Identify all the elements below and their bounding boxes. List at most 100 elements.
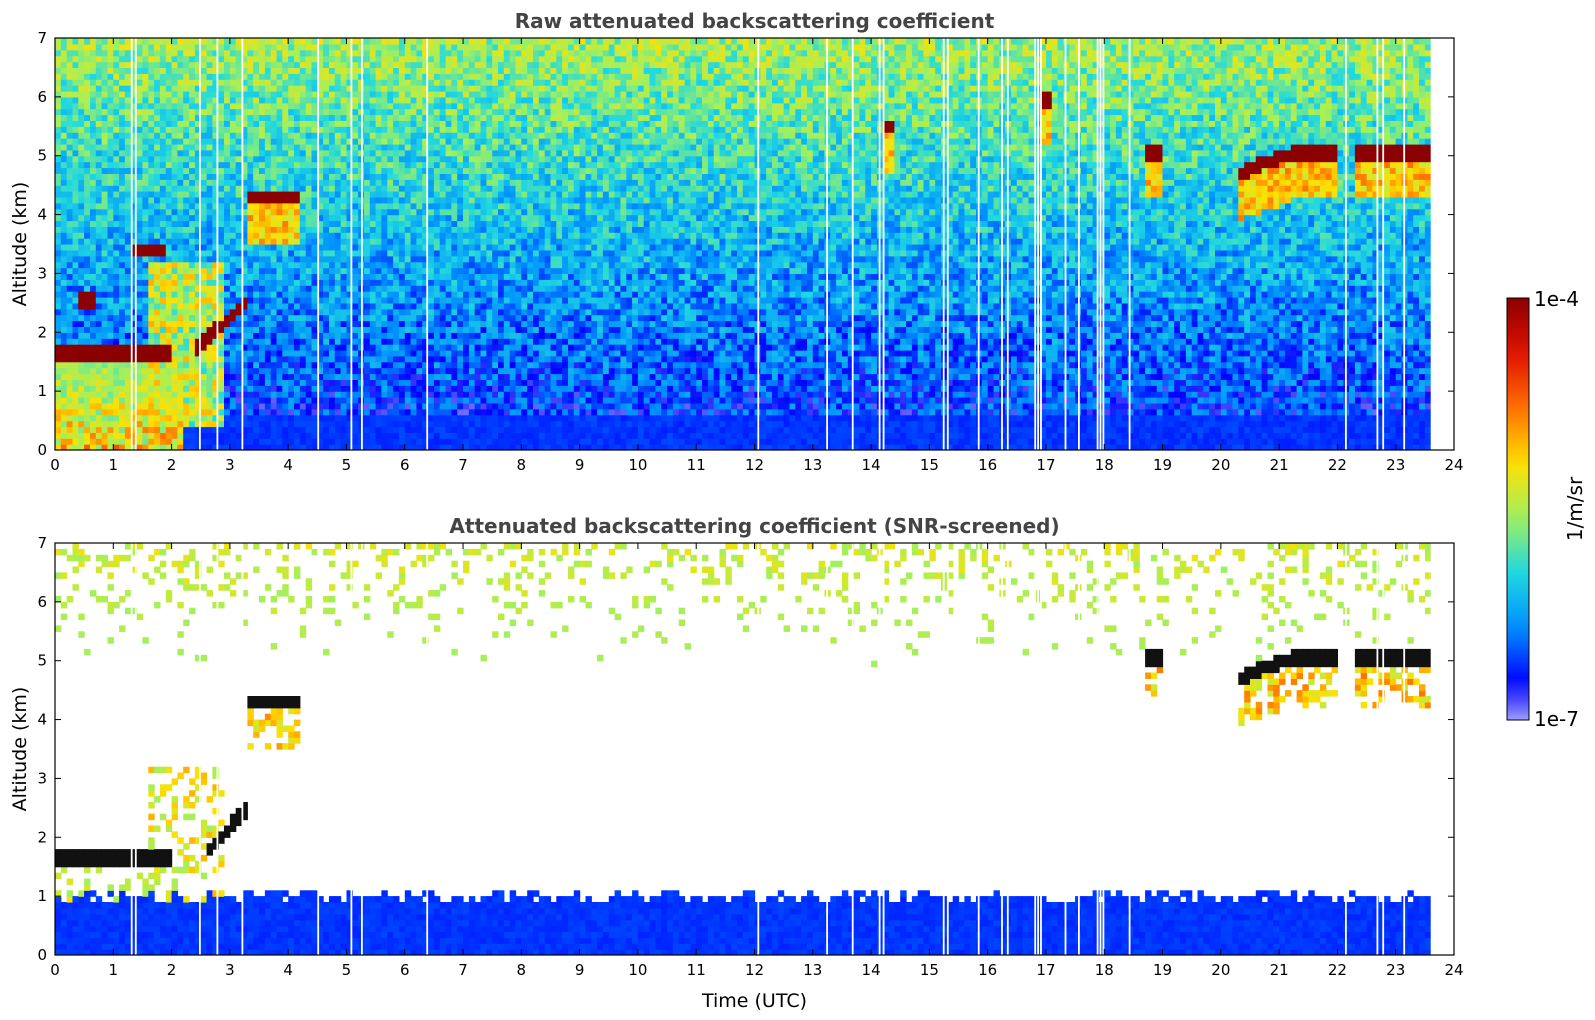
heatmap-cell xyxy=(229,349,237,357)
heatmap-cell xyxy=(451,208,458,216)
heatmap-cell xyxy=(194,408,202,416)
heatmap-cell xyxy=(194,255,202,263)
heatmap-cell xyxy=(457,73,464,80)
heatmap-cell xyxy=(95,196,103,204)
heatmap-cell xyxy=(177,232,184,239)
heatmap-cell xyxy=(416,297,423,304)
heatmap-cell xyxy=(433,79,441,86)
heatmap-cell xyxy=(218,432,225,439)
heatmap-cell xyxy=(229,426,237,433)
heatmap-cell xyxy=(445,126,452,133)
heatmap-cell xyxy=(148,220,155,227)
heatmap-cell xyxy=(177,373,184,380)
heatmap-cell xyxy=(264,79,272,86)
heatmap-cell xyxy=(451,114,458,121)
heatmap-cell xyxy=(206,67,213,74)
heatmap-cell xyxy=(282,314,289,322)
heatmap-cell xyxy=(288,149,295,157)
heatmap-cell xyxy=(451,167,458,174)
heatmap-cell xyxy=(317,238,324,245)
heatmap-cell xyxy=(218,249,225,257)
heatmap-cell xyxy=(229,367,237,375)
heatmap-cell xyxy=(398,414,406,422)
heatmap-cell xyxy=(463,355,470,363)
heatmap-cell xyxy=(259,96,266,104)
heatmap-cell xyxy=(375,314,382,322)
heatmap-cell xyxy=(60,355,68,363)
heatmap-cell xyxy=(142,161,149,169)
heatmap-cell xyxy=(445,291,452,298)
heatmap-cell xyxy=(264,267,272,274)
heatmap-cell xyxy=(288,355,295,363)
heatmap-cell xyxy=(439,196,447,204)
heatmap-cell xyxy=(363,420,371,428)
heatmap-cell xyxy=(264,167,272,174)
heatmap-cell xyxy=(247,61,254,68)
heatmap-cell xyxy=(299,314,307,322)
heatmap-cell xyxy=(200,397,208,404)
heatmap-cell xyxy=(130,391,138,398)
heatmap-cell xyxy=(55,367,62,375)
heatmap-cell xyxy=(247,326,254,333)
heatmap-cell xyxy=(363,302,371,310)
heatmap-cell xyxy=(463,432,470,439)
heatmap-cell xyxy=(171,208,178,216)
heatmap-cell xyxy=(212,308,219,316)
heatmap-cell xyxy=(463,349,470,357)
heatmap-cell xyxy=(55,249,62,257)
heatmap-cell xyxy=(154,179,161,186)
heatmap-cell xyxy=(346,261,353,269)
heatmap-cell xyxy=(66,138,74,145)
heatmap-cell xyxy=(457,67,464,74)
heatmap-cell xyxy=(288,220,295,227)
heatmap-cell xyxy=(340,244,347,251)
heatmap-cell xyxy=(416,320,423,327)
heatmap-cell xyxy=(311,320,318,327)
heatmap-cell xyxy=(235,61,243,68)
heatmap-cell xyxy=(253,367,260,375)
heatmap-cell xyxy=(422,349,429,357)
heatmap-cell xyxy=(393,385,400,392)
heatmap-cell xyxy=(119,132,126,139)
heatmap-cell xyxy=(259,138,266,145)
heatmap-cell xyxy=(130,85,138,92)
heatmap-cell xyxy=(124,302,132,310)
heatmap-cell xyxy=(95,308,103,316)
heatmap-cell xyxy=(299,326,307,333)
heatmap-cell xyxy=(136,438,143,445)
heatmap-cell xyxy=(183,55,190,63)
heatmap-cell xyxy=(352,249,359,257)
heatmap-cell xyxy=(323,167,330,174)
heatmap-cell xyxy=(101,291,108,298)
heatmap-cell xyxy=(177,432,184,439)
heatmap-cell xyxy=(130,267,138,274)
heatmap-cell xyxy=(101,349,108,357)
heatmap-cell xyxy=(90,173,97,180)
heatmap-cell xyxy=(154,167,161,174)
heatmap-cell xyxy=(253,349,260,357)
heatmap-cell xyxy=(416,214,423,222)
heatmap-cell xyxy=(264,438,272,445)
heatmap-cell xyxy=(241,408,248,416)
heatmap-cell xyxy=(323,38,330,45)
heatmap-cell xyxy=(183,91,190,98)
heatmap-cell xyxy=(136,202,143,210)
heatmap-cell xyxy=(206,373,213,380)
heatmap-cell xyxy=(398,385,406,392)
heatmap-cell xyxy=(154,344,161,351)
heatmap-cell xyxy=(294,273,301,280)
heatmap-cell xyxy=(148,326,155,333)
heatmap-cell xyxy=(451,196,458,204)
heatmap-cell xyxy=(60,261,68,269)
heatmap-cell xyxy=(381,314,388,322)
heatmap-cell xyxy=(95,114,103,121)
heatmap-cell xyxy=(445,91,452,98)
heatmap-cell xyxy=(369,202,377,210)
heatmap-cell xyxy=(416,120,423,127)
heatmap-cell xyxy=(270,344,278,351)
heatmap-cell xyxy=(235,85,243,92)
heatmap-cell xyxy=(463,61,470,68)
heatmap-cell xyxy=(294,261,301,269)
heatmap-cell xyxy=(299,332,307,339)
heatmap-cell xyxy=(154,379,161,386)
